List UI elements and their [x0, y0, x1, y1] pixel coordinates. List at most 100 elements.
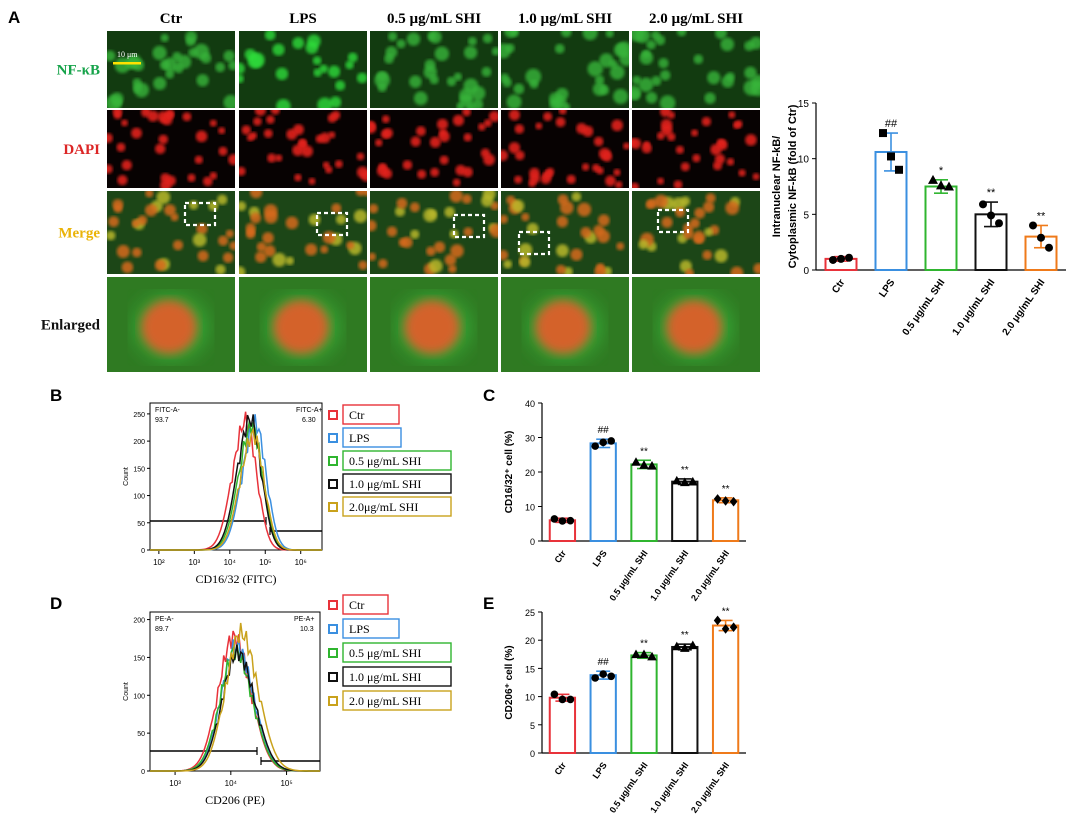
- column-header: 1.0 µg/mL SHI: [518, 11, 612, 27]
- x-tick-label: 1.0 μg/mL SHI: [648, 760, 690, 814]
- significance-marker: **: [722, 484, 730, 495]
- legend-marker: [328, 600, 338, 610]
- significance-marker: ##: [598, 425, 610, 436]
- histogram-curve: [150, 414, 322, 551]
- data-point: [680, 643, 690, 652]
- y-tick-label: 5: [530, 721, 535, 731]
- panel-letter-b: B: [50, 386, 63, 405]
- data-point: [599, 670, 607, 678]
- x-tick-label: 0.5 μg/mL SHI: [901, 277, 948, 338]
- zoom-region-box: [656, 208, 690, 234]
- y-tick-label: 50: [137, 521, 145, 528]
- x-tick-label: Ctr: [552, 548, 568, 565]
- legend-label: 2.0 μg/mL SHI: [349, 694, 421, 708]
- legend-label: 1.0 μg/mL SHI: [349, 670, 421, 684]
- bar: [589, 674, 617, 755]
- legend-marker: [328, 479, 338, 489]
- gate-label: PE-A+: [294, 616, 314, 623]
- histogram-curve: [150, 414, 322, 551]
- data-point: [558, 695, 567, 704]
- x-tick-label: Ctr: [830, 277, 847, 295]
- scale-bar: 10 μm: [113, 50, 141, 65]
- data-point: [672, 475, 682, 485]
- bar: [630, 654, 658, 754]
- y-axis-label: CD206⁺ cell (%): [504, 645, 515, 719]
- y-tick-label: 30: [525, 434, 535, 444]
- microscopy-tile: [239, 191, 367, 274]
- microscopy-tile: [239, 277, 367, 372]
- data-point: [591, 674, 599, 682]
- microscopy-tile: [239, 31, 367, 108]
- histogram-curve: [150, 426, 322, 551]
- significance-marker: **: [987, 187, 996, 199]
- data-point: [845, 253, 853, 262]
- y-tick-label: 20: [525, 636, 535, 646]
- bar: [711, 624, 740, 755]
- legend-marker: [328, 624, 338, 634]
- microscopy-tile: [501, 110, 629, 188]
- x-axis-label: CD206 (PE): [205, 793, 265, 807]
- x-tick-label: 10⁴: [225, 779, 238, 788]
- data-point: [688, 476, 698, 486]
- gate-label: PE-A-: [155, 616, 174, 623]
- microscopy-tile: [107, 110, 235, 188]
- column-header: LPS: [289, 11, 317, 27]
- x-tick-label: 1.0 μg/mL SHI: [951, 277, 998, 338]
- data-point: [995, 219, 1003, 228]
- x-tick-label: Ctr: [552, 760, 568, 777]
- microscopy-tile: [370, 277, 498, 372]
- y-tick-label: 20: [525, 468, 535, 478]
- y-tick-label: 0: [530, 537, 535, 547]
- panel-letter-e: E: [483, 594, 495, 613]
- x-tick-label: 10³: [169, 779, 181, 788]
- panel-letter-a: A: [8, 8, 21, 27]
- plot-frame: [149, 611, 321, 772]
- significance-marker: **: [640, 446, 648, 457]
- microscopy-tile: [632, 191, 760, 274]
- data-point: [1045, 243, 1053, 252]
- gate-value: 89.7: [155, 626, 169, 633]
- row-label: NF-κB: [57, 63, 100, 79]
- legend-marker: [328, 456, 338, 466]
- legend-box: [342, 690, 452, 711]
- legend-label: 1.0 μg/mL SHI: [349, 477, 421, 491]
- data-point: [599, 438, 607, 447]
- y-tick-label: 150: [133, 655, 145, 662]
- bar: [589, 442, 617, 542]
- microscopy-tile: [632, 277, 760, 372]
- column-header: Ctr: [160, 11, 183, 27]
- data-point: [631, 457, 641, 466]
- y-tick-label: 0: [141, 769, 145, 776]
- microscopy-tile: [107, 31, 235, 108]
- zoom-region-box: [452, 213, 486, 239]
- legend: Ctr LPS 0.5 μg/mL SHI 1.0 μg/mL SHI 2.0 μg/m…: [328, 594, 452, 711]
- data-point: [829, 255, 837, 264]
- x-tick-label: 10²: [153, 558, 165, 567]
- data-point: [936, 180, 946, 190]
- data-point: [672, 641, 682, 651]
- y-tick-label: 0: [803, 266, 809, 277]
- microscopy-tile: [501, 277, 629, 372]
- data-point: [680, 477, 690, 487]
- microscopy-tile: [107, 191, 235, 274]
- legend-marker: [328, 672, 338, 682]
- data-point: [944, 181, 954, 191]
- gate-label: FITC-A-: [155, 407, 181, 414]
- y-axis-label: Intranuclear NF-kB/Cytoplasmic NF-kB (fo…: [771, 104, 799, 268]
- y-tick-label: 100: [133, 693, 145, 700]
- legend-box: [342, 642, 452, 663]
- data-point: [607, 437, 615, 445]
- gate-value: 93.7: [155, 417, 169, 424]
- y-axis-label: CD16/32⁺ cell (%): [504, 431, 515, 514]
- data-point: [647, 460, 657, 470]
- x-tick-label: 1.0 μg/mL SHI: [648, 548, 690, 602]
- histogram-curve: [150, 644, 320, 772]
- legend-box: [342, 473, 452, 494]
- y-tick-label: 25: [525, 608, 535, 618]
- data-point: [607, 672, 615, 681]
- data-point: [721, 496, 730, 506]
- y-tick-label: 150: [133, 466, 145, 473]
- data-point: [647, 651, 657, 661]
- data-point: [721, 624, 730, 634]
